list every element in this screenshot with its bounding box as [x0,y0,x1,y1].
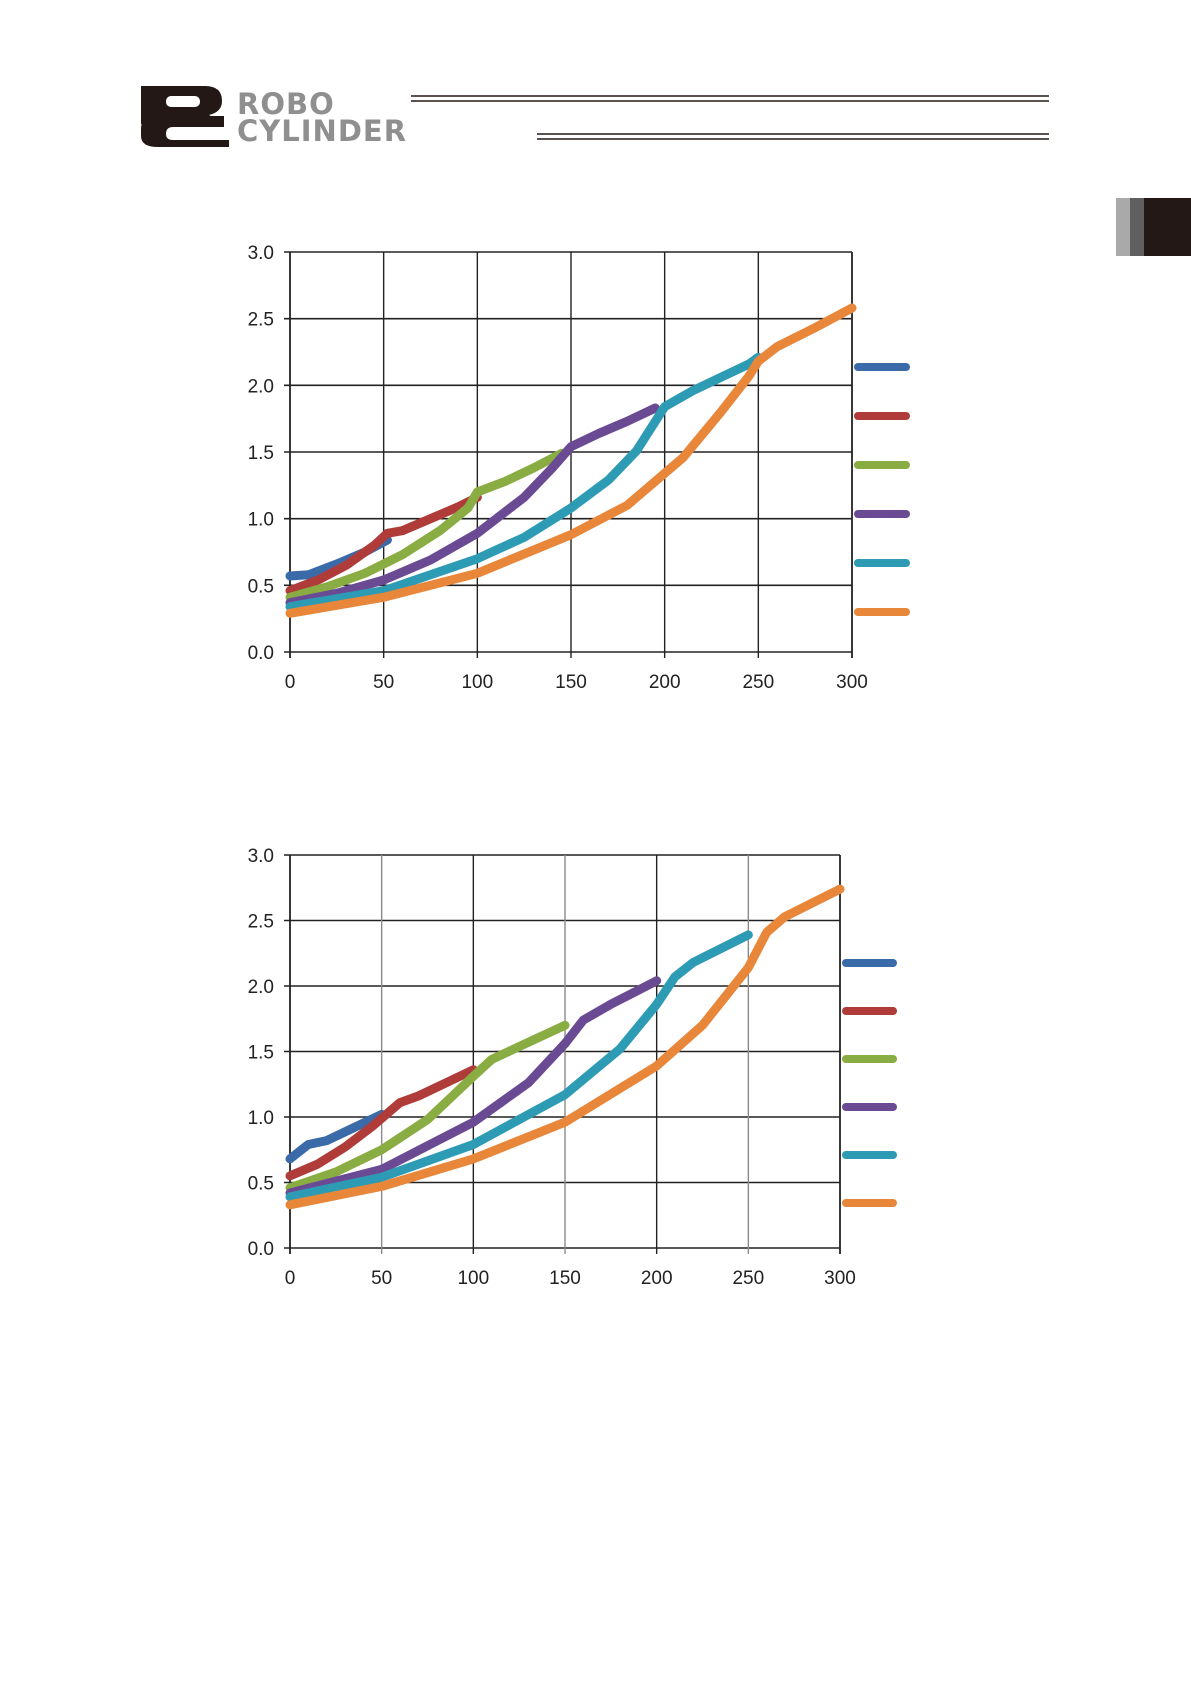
plot-grid [284,251,853,658]
y-tick-label: 0.0 [248,1239,274,1260]
x-tick-label: 0 [285,1268,296,1289]
series-line-4 [285,976,662,1198]
x-tick-label: 200 [641,1268,673,1289]
x-tick-label: 150 [549,1268,581,1289]
y-tick-label: 2.5 [248,912,274,933]
brand-line-2: CYLINDER [237,114,407,148]
x-tick-label: 100 [461,672,493,693]
y-tick-label: 1.0 [248,510,274,531]
y-tick-label: 0.5 [248,576,274,597]
y-tick-label: 2.0 [248,376,274,397]
y-tick-label: 3.0 [248,846,274,867]
series-line-2 [285,1065,478,1181]
y-tick-label: 3.0 [248,243,274,264]
line-chart-2: 3.0 2.5 2.0 1.5 1.0 0.5 0.0 0 50 100 150 200 250 300 [248,846,897,1289]
x-tick-label: 300 [836,672,868,693]
page-header: ROBO CYLINDER [0,0,1191,160]
series-line-6 [285,884,845,1210]
chapter-tab-mid-stripe [1130,198,1144,256]
x-tick-label: 0 [285,672,296,693]
y-tick-label: 0.5 [248,1174,274,1195]
x-tick-label: 100 [457,1268,489,1289]
chapter-tab [1116,198,1191,256]
x-tick-label: 250 [732,1268,764,1289]
x-tick-label: 300 [824,1268,856,1289]
y-tick-label: 1.5 [248,443,274,464]
x-tick-label: 50 [373,672,394,693]
x-tick-label: 50 [371,1268,392,1289]
series-line-5 [285,352,763,612]
series-line-1 [285,1109,387,1164]
y-tick-label: 2.5 [248,310,274,331]
y-tick-label: 0.0 [248,643,274,664]
y-tick-label: 1.0 [248,1108,274,1129]
rc-logo-mark [141,86,229,147]
series-line-5 [285,930,753,1202]
y-tick-label: 1.5 [248,1043,274,1064]
series-line-4 [285,403,660,608]
series-line-2 [285,492,482,596]
header-rules [411,95,1049,140]
x-tick-label: 150 [555,672,587,693]
series-line-3 [285,448,567,602]
x-tick-label: 200 [649,672,681,693]
series-line-6 [285,303,857,618]
plot-grid [284,854,841,1254]
chapter-tab-dark-block [1144,198,1191,256]
series-line-3 [285,1020,570,1193]
y-tick-label: 2.0 [248,977,274,998]
chapter-tab-light-stripe [1116,198,1130,256]
x-tick-label: 250 [742,672,774,693]
brand-line-1: ROBO [237,87,335,121]
line-chart-1: 3.0 2.5 2.0 1.5 1.0 0.5 0.0 0 50 100 150 200 250 300 [248,243,910,693]
brand-logo: ROBO CYLINDER [141,86,1049,148]
